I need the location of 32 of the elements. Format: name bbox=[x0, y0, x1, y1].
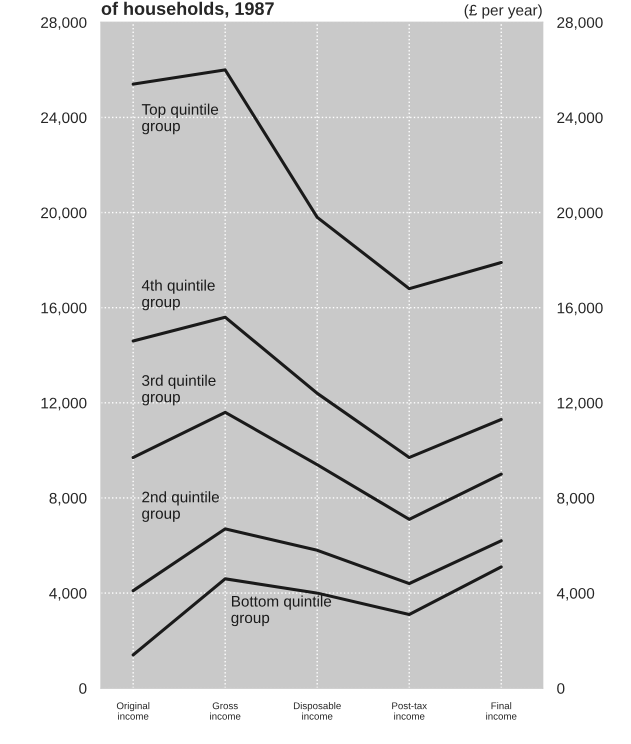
y-tick-label: 16,000 bbox=[42, 302, 86, 316]
y-tick-label: 20,000 bbox=[41, 207, 86, 220]
series-label: 4th quintile group bbox=[142, 280, 215, 310]
series-label: 2nd quintile group bbox=[142, 491, 219, 522]
y2-tick-label: 4,000 bbox=[556, 588, 594, 601]
x-tick-label: Final income bbox=[486, 702, 516, 720]
y2-tick-label: 24,000 bbox=[557, 112, 603, 125]
y-tick-label: 8,000 bbox=[50, 492, 86, 506]
y2-tick-label: 28,000 bbox=[557, 17, 603, 30]
line-series bbox=[132, 316, 503, 460]
text: (£ per year) bbox=[464, 4, 542, 19]
x-tick-label: Original income bbox=[116, 702, 150, 720]
x-tick-label: Post-tax income bbox=[392, 702, 427, 720]
y2-tick-label: 12,000 bbox=[558, 398, 603, 410]
y-tick-label: 24,000 bbox=[41, 112, 86, 125]
y2-tick-label: 16,000 bbox=[558, 302, 603, 316]
line-series bbox=[132, 565, 503, 656]
y2-tick-label: 0 bbox=[557, 683, 564, 694]
y-tick-label: 0 bbox=[79, 683, 86, 694]
series-label: Bottom quintile group bbox=[231, 595, 332, 626]
series-label: Top quintile group bbox=[142, 104, 218, 134]
y-tick-label: 28,000 bbox=[41, 17, 86, 30]
x-tick-label: Disposable income bbox=[294, 702, 341, 720]
x-tick-label: Gross income bbox=[210, 702, 240, 720]
series-label: 3rd quintile group bbox=[142, 374, 216, 406]
line-series bbox=[132, 410, 503, 521]
y-tick-label: 4,000 bbox=[49, 588, 86, 601]
y2-tick-label: 8,000 bbox=[557, 492, 594, 506]
chart-title: of households, 1987 bbox=[102, 2, 274, 18]
y2-tick-label: 20,000 bbox=[557, 207, 603, 220]
line-series bbox=[132, 527, 503, 592]
y-tick-label: 12,000 bbox=[42, 398, 86, 410]
